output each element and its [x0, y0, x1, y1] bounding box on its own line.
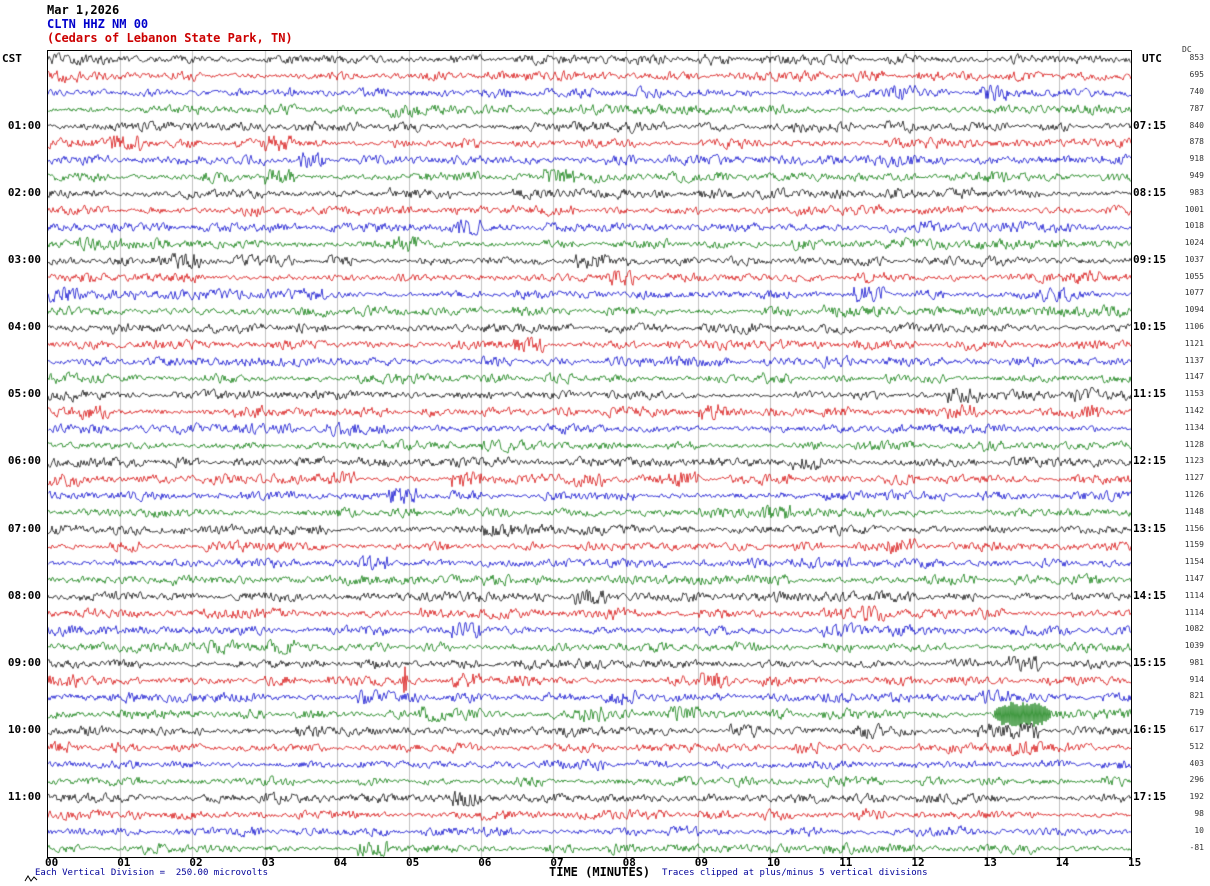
title-station: CLTN HHZ NM 00 [47, 17, 149, 31]
x-tick-label: 08 [622, 856, 636, 869]
dc-offset-value: 787 [1189, 103, 1204, 113]
cst-hour-label: 07:00 [7, 521, 41, 535]
utc-hour-label: 12:15 [1133, 454, 1167, 468]
cst-hour-label: 09:00 [7, 655, 41, 669]
dc-offset-value: 1128 [1184, 439, 1204, 449]
dc-offset-value: 918 [1189, 154, 1204, 164]
cst-hour-label: 08:00 [7, 588, 41, 602]
dc-offset-value: 1039 [1184, 641, 1204, 651]
dc-offset-value: 853 [1189, 53, 1204, 63]
dc-offset-value: 1077 [1184, 288, 1204, 298]
cst-hour-label: 05:00 [7, 387, 41, 401]
left-timezone-header: CST [2, 52, 22, 65]
dc-offset-value: 1114 [1184, 607, 1204, 617]
dc-offset-value: 981 [1189, 657, 1204, 667]
x-tick-label: 13 [983, 856, 997, 869]
dc-offset-value: 1024 [1184, 238, 1204, 248]
dc-offset-value: 1126 [1184, 489, 1204, 499]
dc-offset-value: 192 [1189, 792, 1204, 802]
cst-hour-label: 10:00 [7, 723, 41, 737]
x-tick-label: 05 [406, 856, 420, 869]
dc-offset-value: 10 [1194, 825, 1204, 835]
x-tick-label: 01 [117, 856, 131, 869]
x-tick-label: 07 [550, 856, 564, 869]
dc-offset-value: 1137 [1184, 355, 1204, 365]
x-tick-label: 09 [694, 856, 709, 869]
x-tick-label: 15 [1128, 856, 1142, 869]
utc-hour-label: 13:15 [1133, 521, 1167, 535]
utc-hour-label: 10:15 [1133, 320, 1167, 334]
cst-hour-label: 06:00 [7, 454, 41, 468]
dc-offset-value: 1127 [1184, 473, 1204, 483]
dc-offset-value: 403 [1189, 758, 1204, 768]
dc-offset-value: 1147 [1184, 372, 1204, 382]
dc-offset-value: 1121 [1184, 338, 1204, 348]
x-tick-label: 02 [189, 856, 203, 869]
dc-offset-value: 1147 [1184, 573, 1204, 583]
dc-offset-value: 914 [1189, 674, 1204, 684]
utc-hour-label: 09:15 [1133, 252, 1167, 266]
vertical-division-note: Each Vertical Division = 250.00 microvol… [35, 868, 268, 878]
x-tick-label: 00 [45, 856, 59, 869]
cst-hour-label: 11:00 [7, 790, 41, 804]
corner-mark-icon [24, 875, 38, 882]
utc-hour-label: 11:15 [1133, 387, 1167, 401]
dc-offset-value: 1154 [1184, 557, 1204, 567]
dc-offset-value: -81 [1189, 842, 1204, 852]
dc-offset-value: 1134 [1184, 422, 1204, 432]
right-timezone-header: UTC [1142, 52, 1162, 65]
cst-hour-label: 01:00 [7, 118, 41, 132]
dc-offset-value: 1148 [1184, 506, 1204, 516]
dc-offset-value: 1001 [1184, 204, 1204, 214]
dc-offset-value: 1114 [1184, 590, 1204, 600]
utc-hour-label: 16:15 [1133, 723, 1167, 737]
x-tick-label: 03 [261, 856, 275, 869]
cst-hour-label: 04:00 [7, 320, 41, 334]
dc-column-header: DC [1182, 45, 1192, 54]
seismogram-trace-plot [47, 50, 1132, 858]
dc-offset-value: 1094 [1184, 305, 1204, 315]
title-location: (Cedars of Lebanon State Park, TN) [47, 31, 293, 45]
x-tick-label: 04 [333, 856, 348, 869]
dc-offset-value: 878 [1189, 137, 1204, 147]
x-tick-label: 11 [839, 856, 853, 869]
utc-hour-label: 08:15 [1133, 185, 1167, 199]
x-tick-label: 12 [911, 856, 925, 869]
dc-offset-value: 740 [1189, 86, 1204, 96]
x-tick-label: 06 [478, 856, 492, 869]
dc-offset-value: 1082 [1184, 624, 1204, 634]
dc-offset-value: 1055 [1184, 271, 1204, 281]
dc-offset-value: 949 [1189, 170, 1204, 180]
clipping-note: Traces clipped at plus/minus 5 vertical … [662, 868, 928, 878]
x-tick-label: 10 [767, 856, 781, 869]
dc-offset-value: 983 [1189, 187, 1204, 197]
dc-offset-value: 821 [1189, 691, 1204, 701]
utc-hour-label: 14:15 [1133, 588, 1167, 602]
dc-offset-value: 1123 [1184, 456, 1204, 466]
dc-offset-value: 512 [1189, 741, 1204, 751]
dc-offset-value: 695 [1189, 70, 1204, 80]
x-axis-title: TIME (MINUTES) [549, 865, 651, 879]
utc-hour-label: 17:15 [1133, 790, 1167, 804]
dc-offset-value: 296 [1189, 775, 1204, 785]
dc-offset-value: 1153 [1184, 389, 1204, 399]
dc-offset-value: 98 [1194, 809, 1204, 819]
dc-offset-value: 1106 [1184, 322, 1204, 332]
utc-hour-label: 15:15 [1133, 655, 1167, 669]
cst-hour-label: 02:00 [7, 185, 41, 199]
dc-offset-value: 1018 [1184, 221, 1204, 231]
utc-hour-label: 07:15 [1133, 118, 1167, 132]
cst-hour-label: 03:00 [7, 252, 41, 266]
dc-offset-value: 1142 [1184, 406, 1204, 416]
title-date: Mar 1,2026 [47, 3, 120, 17]
dc-offset-value: 840 [1189, 120, 1204, 130]
dc-offset-value: 719 [1189, 708, 1204, 718]
dc-offset-value: 617 [1189, 725, 1204, 735]
dc-offset-value: 1156 [1184, 523, 1204, 533]
dc-offset-value: 1037 [1184, 254, 1204, 264]
dc-offset-value: 1159 [1184, 540, 1204, 550]
x-tick-label: 14 [1055, 856, 1070, 869]
